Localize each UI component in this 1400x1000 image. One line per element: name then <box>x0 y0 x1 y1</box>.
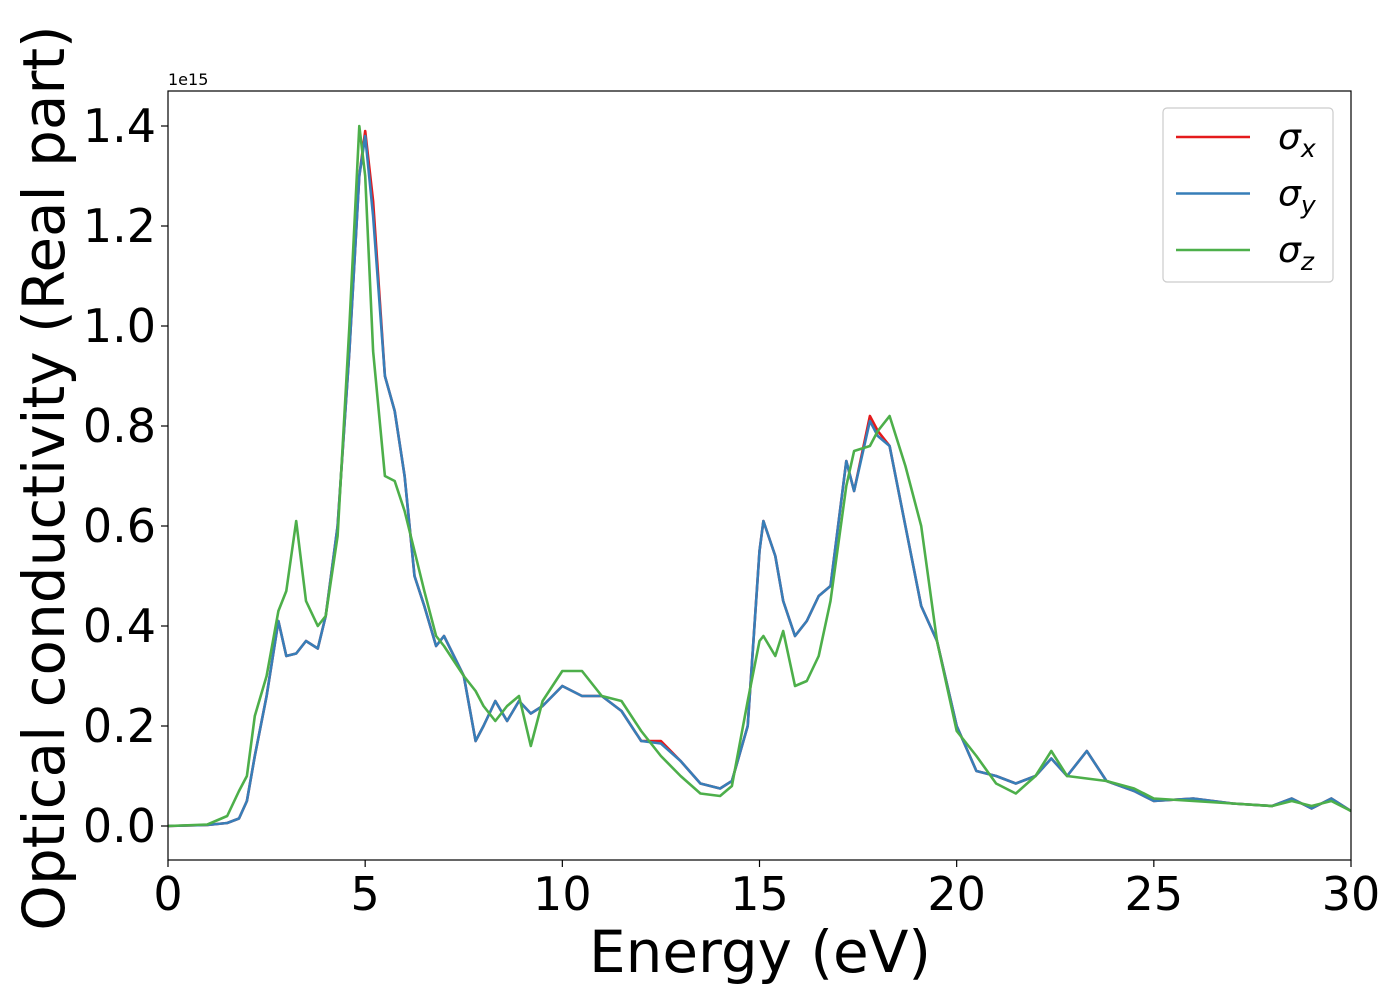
y-tick-label: 0.6 <box>83 499 156 553</box>
x-tick-label: 15 <box>730 867 789 921</box>
y-tick-label: 0.2 <box>83 699 156 753</box>
x-tick-label: 0 <box>153 867 182 921</box>
y-tick-label: 0.8 <box>83 399 156 453</box>
x-tick-label: 5 <box>351 867 380 921</box>
x-axis-label: Energy (eV) <box>589 918 931 986</box>
plot-area <box>168 124 1351 828</box>
y-axis-label: Optical conductivity (Real part) <box>10 25 78 930</box>
x-tick-label: 25 <box>1125 867 1184 921</box>
plot-frame <box>167 90 1352 861</box>
series-line <box>168 124 1351 828</box>
x-tick-label: 10 <box>533 867 592 921</box>
y-tick-label: 0.0 <box>83 799 156 853</box>
x-tick-label: 20 <box>927 867 986 921</box>
legend-box <box>1162 107 1334 283</box>
y-tick-label: 0.4 <box>83 599 156 653</box>
x-tick-label: 30 <box>1322 867 1381 921</box>
y-tick-label: 1.4 <box>83 99 156 153</box>
y-offset-label: 1e15 <box>168 70 208 89</box>
y-tick-label: 1.0 <box>83 299 156 353</box>
y-tick-label: 1.2 <box>83 199 156 253</box>
